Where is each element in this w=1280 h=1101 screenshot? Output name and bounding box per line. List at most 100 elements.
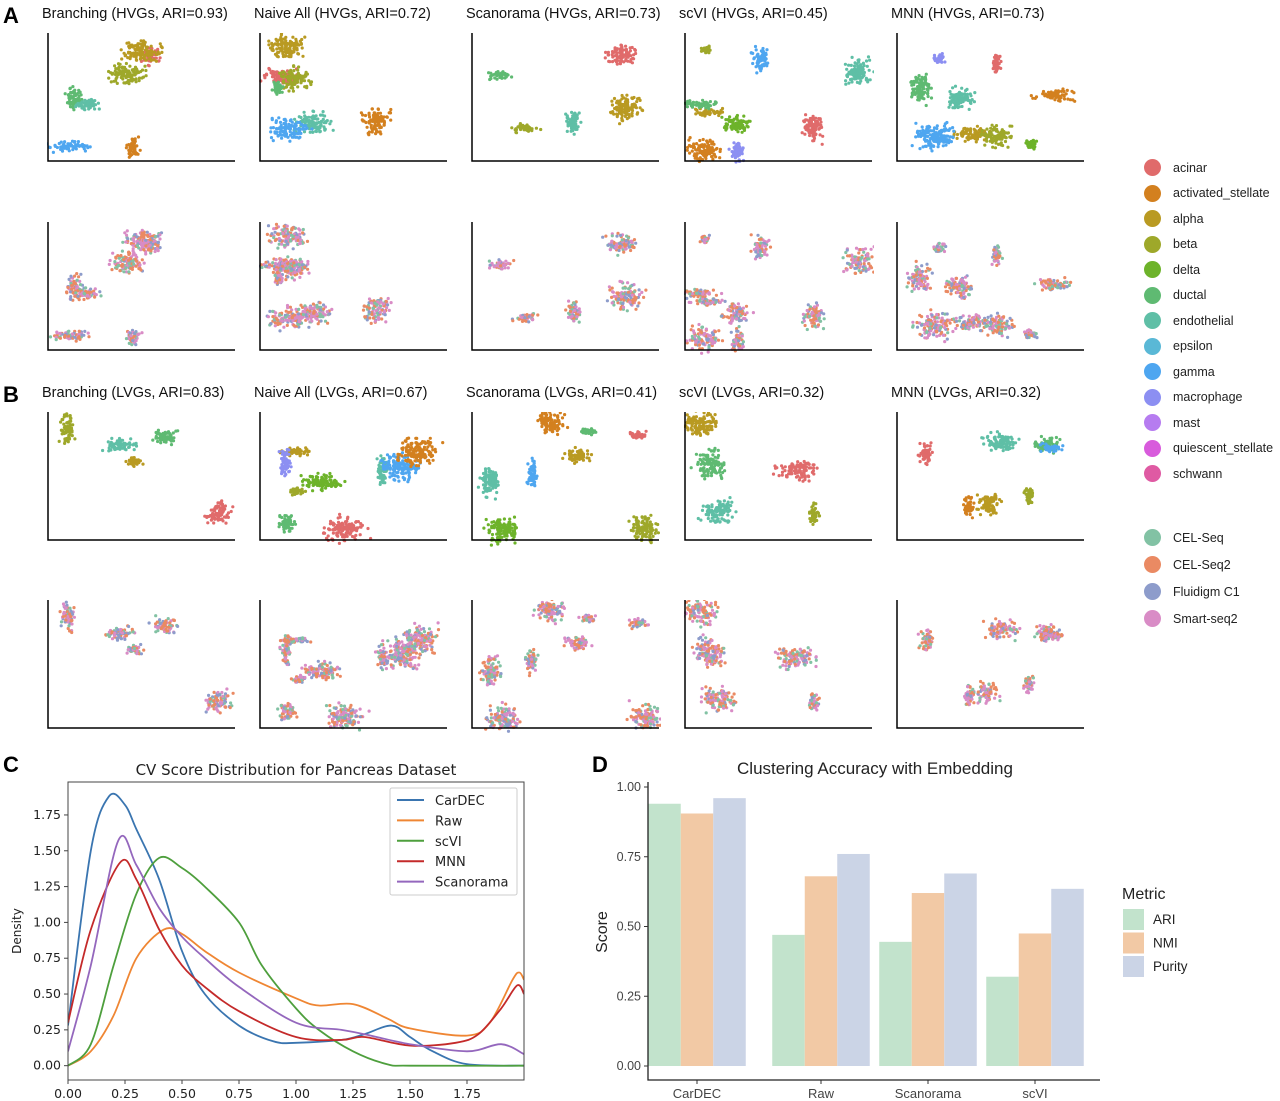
umap-point — [1000, 128, 1004, 132]
umap-point — [991, 145, 995, 149]
umap-point — [269, 126, 273, 130]
umap-point — [294, 260, 298, 264]
umap-point — [303, 306, 308, 310]
umap-point — [280, 264, 284, 268]
umap-point — [707, 291, 711, 295]
umap-point — [633, 48, 637, 52]
umap-point — [718, 300, 722, 304]
umap-point — [296, 68, 300, 72]
umap-point — [610, 60, 615, 64]
umap-point — [749, 51, 753, 55]
umap-point — [277, 242, 281, 246]
umap-point — [632, 238, 637, 242]
umap-point — [271, 270, 275, 274]
umap-point — [620, 48, 624, 53]
umap-point — [913, 92, 917, 96]
umap-point — [312, 311, 316, 315]
umap-point — [703, 331, 707, 335]
umap-point — [300, 122, 304, 127]
umap-point — [861, 247, 865, 252]
umap-point — [293, 270, 297, 274]
umap-point — [714, 155, 718, 159]
umap-point — [51, 150, 55, 154]
umap-point — [616, 112, 620, 117]
umap-point — [125, 233, 129, 237]
umap-point — [983, 143, 987, 147]
umap-point — [126, 250, 131, 255]
umap-point — [299, 42, 303, 46]
umap-point — [610, 234, 614, 238]
umap-point — [572, 308, 577, 313]
umap-point — [804, 113, 808, 117]
umap-point — [926, 92, 930, 96]
umap-point — [805, 308, 809, 313]
umap-point — [298, 120, 302, 125]
umap-point — [720, 298, 724, 302]
umap-point — [618, 109, 622, 113]
umap-point — [83, 149, 87, 153]
umap-point — [124, 240, 128, 244]
umap-point — [291, 35, 295, 39]
umap-point — [87, 335, 91, 339]
umap-point — [111, 251, 115, 255]
umap-point — [280, 90, 284, 94]
umap-point — [812, 314, 816, 318]
umap-point — [128, 64, 132, 68]
umap-point — [149, 44, 153, 48]
umap-point — [71, 100, 75, 104]
umap-point — [712, 152, 716, 156]
umap-point — [120, 57, 124, 61]
umap-point — [999, 141, 1003, 145]
umap-point — [844, 250, 848, 255]
umap-point — [993, 146, 998, 150]
umap-point — [695, 291, 699, 295]
umap-point — [145, 50, 149, 54]
umap-point — [810, 310, 814, 314]
umap-point — [755, 71, 759, 75]
umap-point — [922, 97, 926, 101]
umap-point — [114, 67, 118, 71]
umap-point — [627, 245, 631, 249]
umap-point — [269, 130, 273, 134]
umap-point — [112, 79, 116, 83]
umap-point — [761, 63, 765, 67]
umap-point — [1032, 140, 1036, 144]
umap-point — [697, 148, 701, 152]
umap-point — [318, 312, 322, 316]
umap-point — [298, 241, 302, 245]
umap-point — [821, 327, 826, 331]
umap-point — [304, 127, 308, 131]
umap-point — [818, 126, 822, 130]
umap-point — [127, 270, 131, 274]
umap-point — [720, 115, 724, 119]
umap-point — [700, 351, 704, 355]
umap-point — [308, 309, 312, 313]
umap-point — [113, 64, 117, 68]
umap-point — [98, 290, 102, 294]
umap-point — [272, 227, 276, 231]
umap-point — [858, 264, 862, 269]
umap-point — [814, 116, 818, 120]
umap-point — [760, 254, 764, 258]
umap-scatter — [471, 222, 659, 351]
umap-point — [85, 102, 89, 106]
umap-point — [57, 141, 61, 146]
umap-point — [992, 55, 997, 59]
umap-point — [267, 43, 271, 47]
umap-point — [707, 233, 711, 237]
umap-point — [644, 288, 648, 292]
umap-point — [289, 118, 293, 122]
umap-point — [980, 128, 984, 133]
umap-point — [298, 127, 302, 131]
umap-point — [705, 301, 709, 305]
umap-point — [624, 113, 628, 117]
umap-point — [846, 254, 850, 258]
umap-point — [305, 239, 310, 243]
umap-point — [67, 337, 71, 341]
umap-point — [968, 128, 972, 132]
umap-point — [144, 244, 148, 248]
umap-point — [284, 309, 288, 313]
umap-point — [947, 128, 951, 132]
umap-point — [278, 313, 282, 317]
umap-point — [108, 258, 112, 263]
